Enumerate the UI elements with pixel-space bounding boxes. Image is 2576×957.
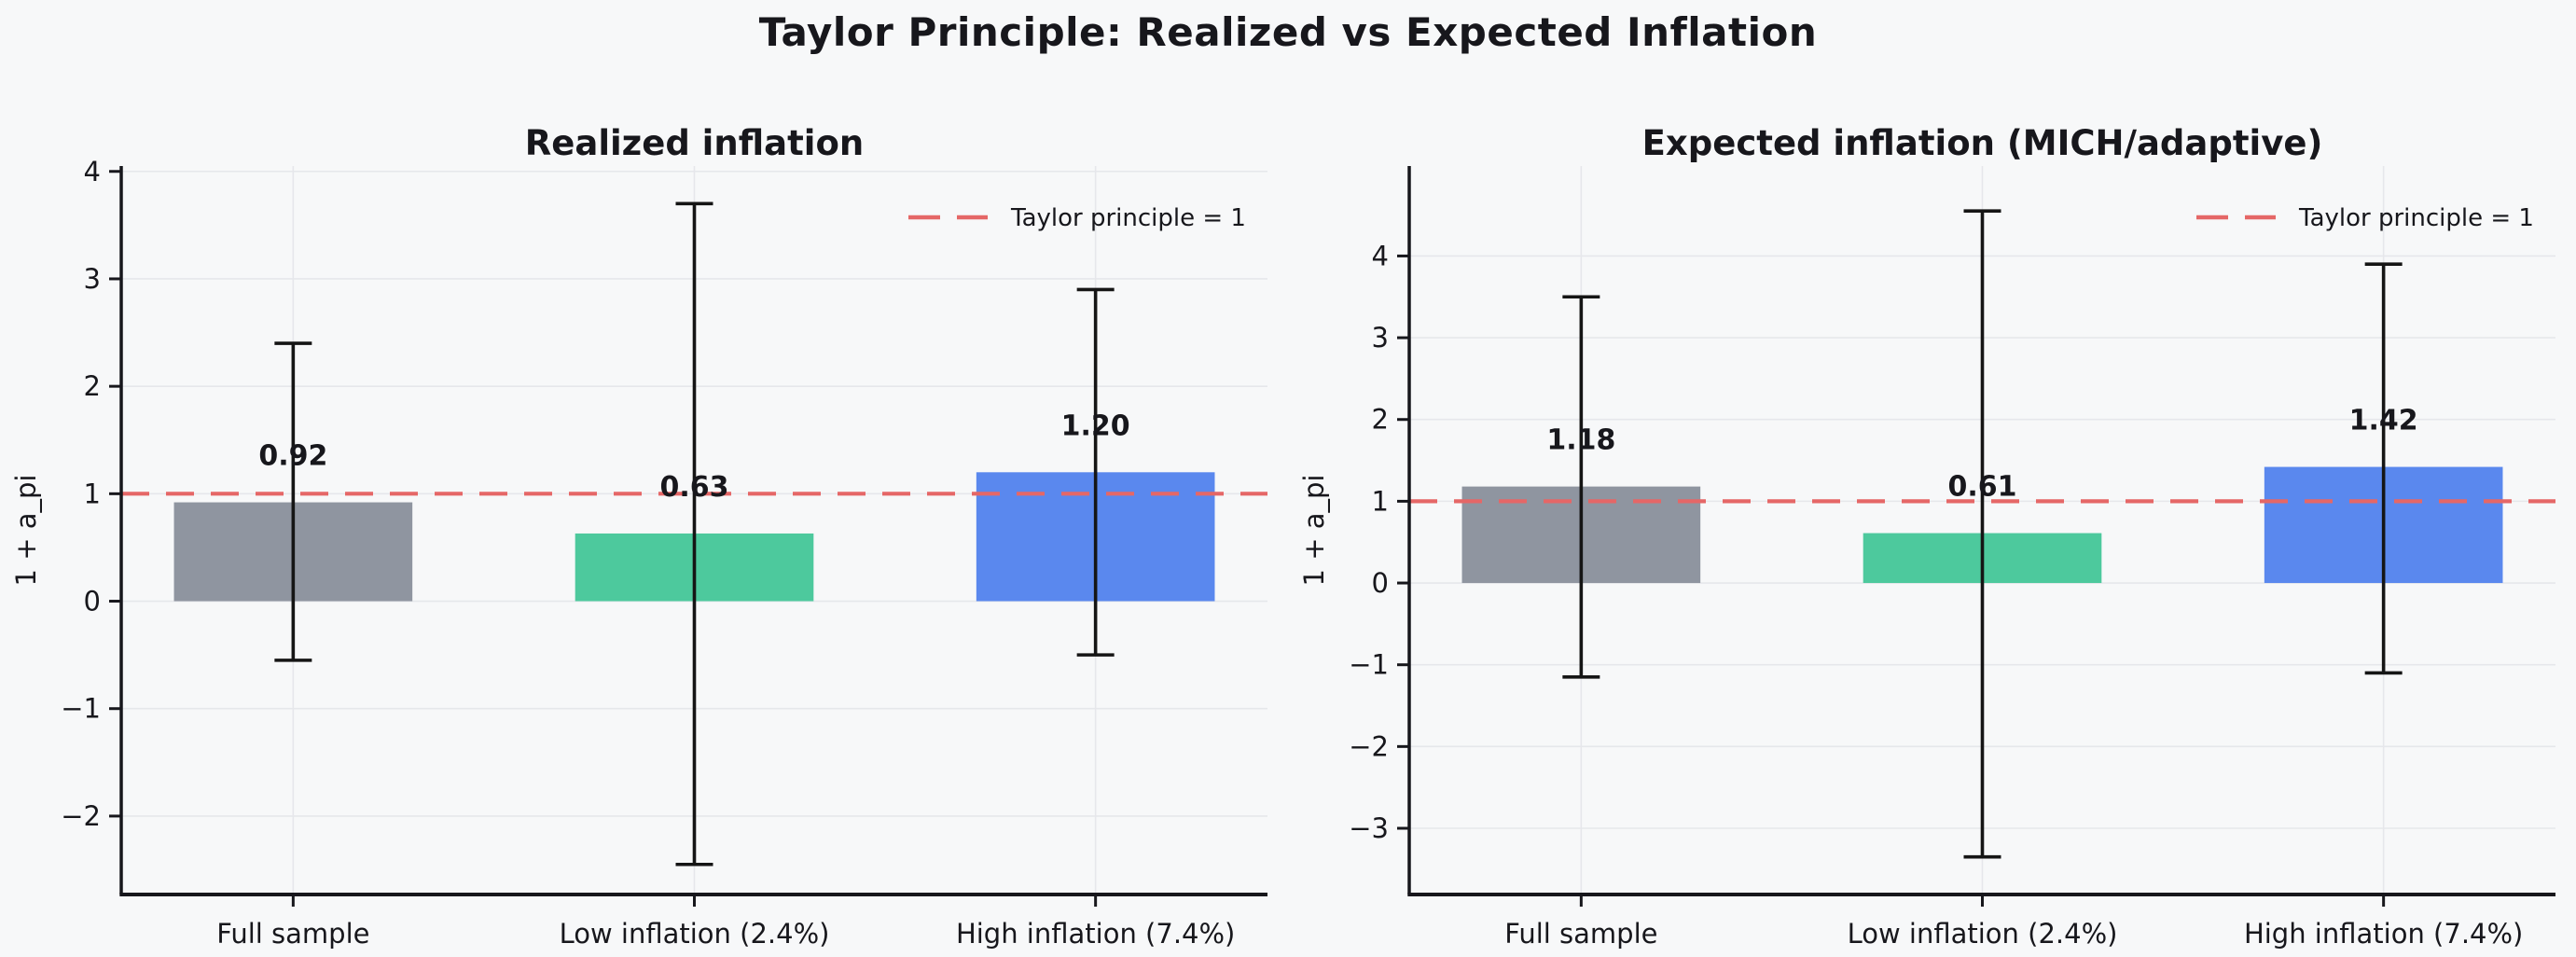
value-label: 0.61: [1947, 471, 2016, 504]
legend-label: Taylor principle = 1: [2298, 204, 2534, 232]
y-tick-label: 0: [1372, 567, 1389, 599]
chart-panel-expected-inflation: −3 −2 −1 0 1 2 3 4 Full sample Low inflation (2.4…: [1298, 123, 2555, 950]
y-axis-label: 1 + a_pi: [10, 475, 42, 587]
y-axis-label: 1 + a_pi: [1298, 475, 1330, 587]
y-tick-label: 4: [84, 156, 101, 187]
x-tick-label: Full sample: [216, 918, 369, 950]
y-tick-label: 4: [1372, 240, 1389, 271]
value-label: 1.18: [1546, 424, 1615, 457]
x-tick-label: Low inflation (2.4%): [560, 918, 830, 950]
y-tick-label: −3: [1349, 812, 1389, 844]
legend-label: Taylor principle = 1: [1010, 204, 1246, 232]
figure-title: Taylor Principle: Realized vs Expected I…: [758, 9, 1818, 55]
x-tick-label: Low inflation (2.4%): [1848, 918, 2118, 950]
y-tick-label: 2: [1372, 404, 1389, 436]
value-label: 1.42: [2349, 405, 2418, 437]
chart-panel-realized-inflation: −2 −1 0 1 2 3 4 Full sample Low inflation (2.4%)…: [10, 123, 1267, 950]
x-tick-label: Full sample: [1504, 918, 1657, 950]
value-label: 0.63: [659, 471, 728, 504]
value-label: 0.92: [258, 440, 327, 473]
y-tick-label: 2: [84, 370, 101, 402]
y-tick-label: −1: [1349, 649, 1389, 681]
y-tick-label: −1: [61, 693, 101, 725]
y-tick-label: 3: [84, 263, 101, 295]
x-tick-label: High inflation (7.4%): [956, 918, 1235, 950]
y-tick-label: 0: [84, 586, 101, 617]
y-tick-label: 3: [1372, 322, 1389, 354]
chart-title: Expected inflation (MICH/adaptive): [1642, 123, 2323, 163]
y-tick-label: −2: [1349, 730, 1389, 762]
chart-title: Realized inflation: [525, 123, 864, 163]
y-tick-label: 1: [84, 478, 101, 509]
y-tick-label: −2: [61, 800, 101, 832]
x-tick-label: High inflation (7.4%): [2244, 918, 2523, 950]
y-tick-label: 1: [1372, 485, 1389, 517]
value-label: 1.20: [1061, 409, 1130, 442]
